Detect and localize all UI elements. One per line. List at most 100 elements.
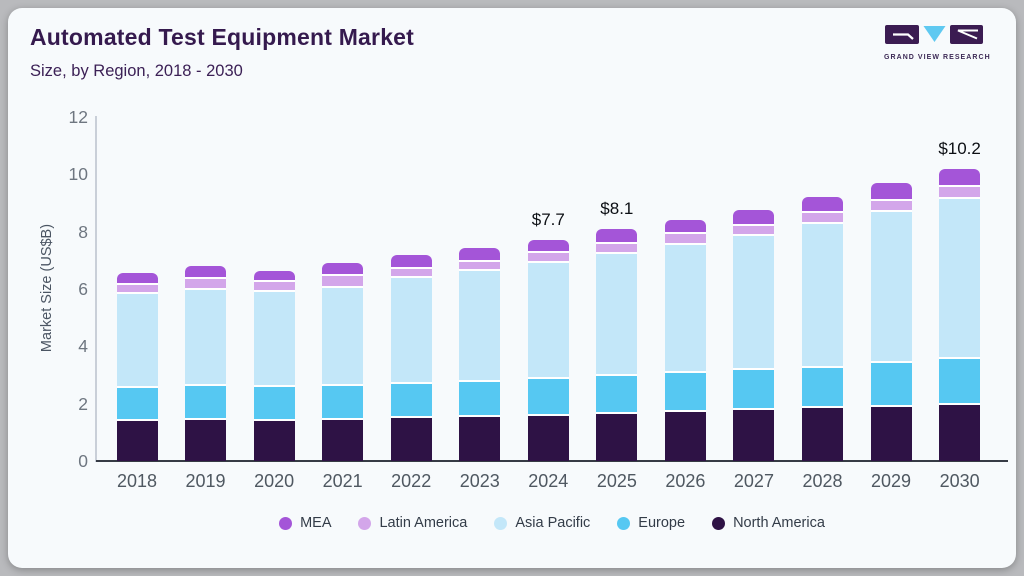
segment-asia-pacific bbox=[939, 196, 981, 358]
segment-asia-pacific bbox=[322, 285, 364, 384]
legend-item-north-america: North America bbox=[712, 515, 825, 531]
segment-mea bbox=[664, 219, 706, 232]
legend-dot bbox=[358, 516, 372, 530]
segment-latin-america bbox=[390, 266, 432, 277]
bar-2018 bbox=[116, 272, 158, 461]
legend-item-asia-pacific: Asia Pacific bbox=[494, 515, 590, 531]
segment-europe bbox=[322, 383, 364, 418]
segment-north-america bbox=[733, 407, 775, 461]
x-axis-line bbox=[96, 460, 1008, 462]
segment-europe bbox=[596, 373, 638, 412]
segment-mea bbox=[459, 248, 501, 260]
plot-area: $7.7 $8.1 $10.2 bbox=[96, 117, 1006, 461]
segment-asia-pacific bbox=[116, 291, 158, 386]
bar-2019 bbox=[185, 265, 227, 461]
legend-item-latin-america: Latin America bbox=[358, 515, 467, 531]
x-tick-label: 2024 bbox=[528, 471, 569, 491]
y-tick-label: 6 bbox=[78, 279, 88, 299]
segment-asia-pacific bbox=[185, 287, 227, 384]
segment-asia-pacific bbox=[802, 221, 843, 367]
x-tick-label: 2026 bbox=[665, 471, 706, 491]
segment-mea bbox=[596, 228, 638, 242]
legend-dot bbox=[712, 516, 726, 530]
segment-north-america bbox=[802, 405, 843, 461]
bar-2022 bbox=[390, 254, 432, 461]
segment-latin-america bbox=[527, 251, 569, 261]
legend-dot bbox=[494, 516, 508, 530]
legend-label: North America bbox=[733, 515, 825, 531]
segment-mea bbox=[733, 210, 775, 224]
segment-europe bbox=[253, 385, 295, 420]
segment-europe bbox=[733, 368, 775, 408]
x-tick-label: 2021 bbox=[322, 471, 363, 491]
segment-europe bbox=[459, 380, 501, 415]
segment-latin-america bbox=[802, 210, 843, 222]
y-tick-label: 8 bbox=[78, 221, 88, 242]
segment-europe bbox=[939, 357, 981, 403]
x-tick-label: 2025 bbox=[596, 471, 637, 491]
segment-north-america bbox=[459, 414, 501, 461]
gvr-logo-text: GRAND VIEW RESEARCH bbox=[884, 54, 991, 61]
bar-2029 bbox=[870, 183, 912, 461]
gvr-logo-icon bbox=[885, 25, 983, 44]
bar-2020 bbox=[253, 270, 295, 461]
legend-label: Europe bbox=[638, 515, 686, 531]
segment-latin-america bbox=[253, 280, 295, 290]
x-tick-label: 2028 bbox=[802, 471, 843, 491]
segment-north-america bbox=[527, 413, 569, 461]
bar-2027 bbox=[733, 210, 775, 461]
y-axis-ticks: 0 2 4 6 8 10 12 bbox=[38, 107, 88, 471]
bar-2023 bbox=[459, 248, 501, 461]
y-axis-line bbox=[95, 116, 97, 462]
bar-value-label: $7.7 bbox=[531, 210, 565, 230]
y-tick-label: 2 bbox=[78, 393, 88, 414]
segment-latin-america bbox=[596, 241, 638, 253]
legend-item-mea: MEA bbox=[279, 515, 331, 531]
segment-mea bbox=[802, 197, 843, 211]
gvr-logo: GRAND VIEW RESEARCH bbox=[884, 25, 991, 61]
segment-north-america bbox=[596, 411, 638, 461]
segment-asia-pacific bbox=[527, 260, 569, 377]
segment-europe bbox=[116, 385, 158, 420]
segment-latin-america bbox=[185, 277, 227, 288]
segment-mea bbox=[390, 254, 432, 267]
segment-latin-america bbox=[733, 223, 775, 234]
segment-asia-pacific bbox=[253, 289, 295, 386]
segment-latin-america bbox=[664, 231, 706, 243]
page-title: Automated Test Equipment Market bbox=[30, 24, 415, 50]
x-tick-label: 2029 bbox=[871, 471, 912, 491]
segment-mea bbox=[527, 240, 569, 252]
segment-north-america bbox=[185, 417, 227, 461]
segment-europe bbox=[527, 377, 569, 414]
legend-item-europe: Europe bbox=[617, 515, 685, 531]
x-axis-labels: 2018 2019 2020 2021 2022 2023 2024 2025 2026 2027… bbox=[96, 471, 1006, 497]
segment-north-america bbox=[390, 415, 432, 461]
segment-north-america bbox=[870, 404, 912, 461]
segment-asia-pacific bbox=[664, 242, 706, 372]
bar-2028 bbox=[802, 197, 843, 461]
bar-2025 bbox=[596, 228, 638, 461]
chart-card: Automated Test Equipment Market Size, by… bbox=[8, 8, 1016, 568]
segment-latin-america bbox=[939, 185, 981, 197]
legend-label: Asia Pacific bbox=[515, 515, 591, 531]
x-tick-label: 2018 bbox=[116, 471, 158, 491]
segment-latin-america bbox=[322, 274, 364, 286]
y-tick-label: 4 bbox=[78, 336, 88, 357]
segment-mea bbox=[253, 270, 295, 281]
legend-dot bbox=[617, 516, 631, 530]
segment-asia-pacific bbox=[459, 268, 501, 381]
y-tick-label: 0 bbox=[78, 451, 88, 471]
segment-europe bbox=[870, 360, 912, 405]
segment-asia-pacific bbox=[870, 209, 912, 361]
x-tick-label: 2023 bbox=[459, 471, 500, 491]
bar-2030 bbox=[939, 168, 981, 461]
segment-europe bbox=[802, 366, 843, 406]
segment-north-america bbox=[664, 409, 706, 461]
segment-europe bbox=[664, 371, 706, 410]
x-tick-label: 2020 bbox=[254, 471, 295, 491]
segment-mea bbox=[116, 272, 158, 283]
segment-asia-pacific bbox=[733, 233, 775, 369]
segment-mea bbox=[185, 265, 227, 278]
bar-2021 bbox=[322, 262, 364, 461]
y-tick-label: 12 bbox=[68, 107, 88, 127]
